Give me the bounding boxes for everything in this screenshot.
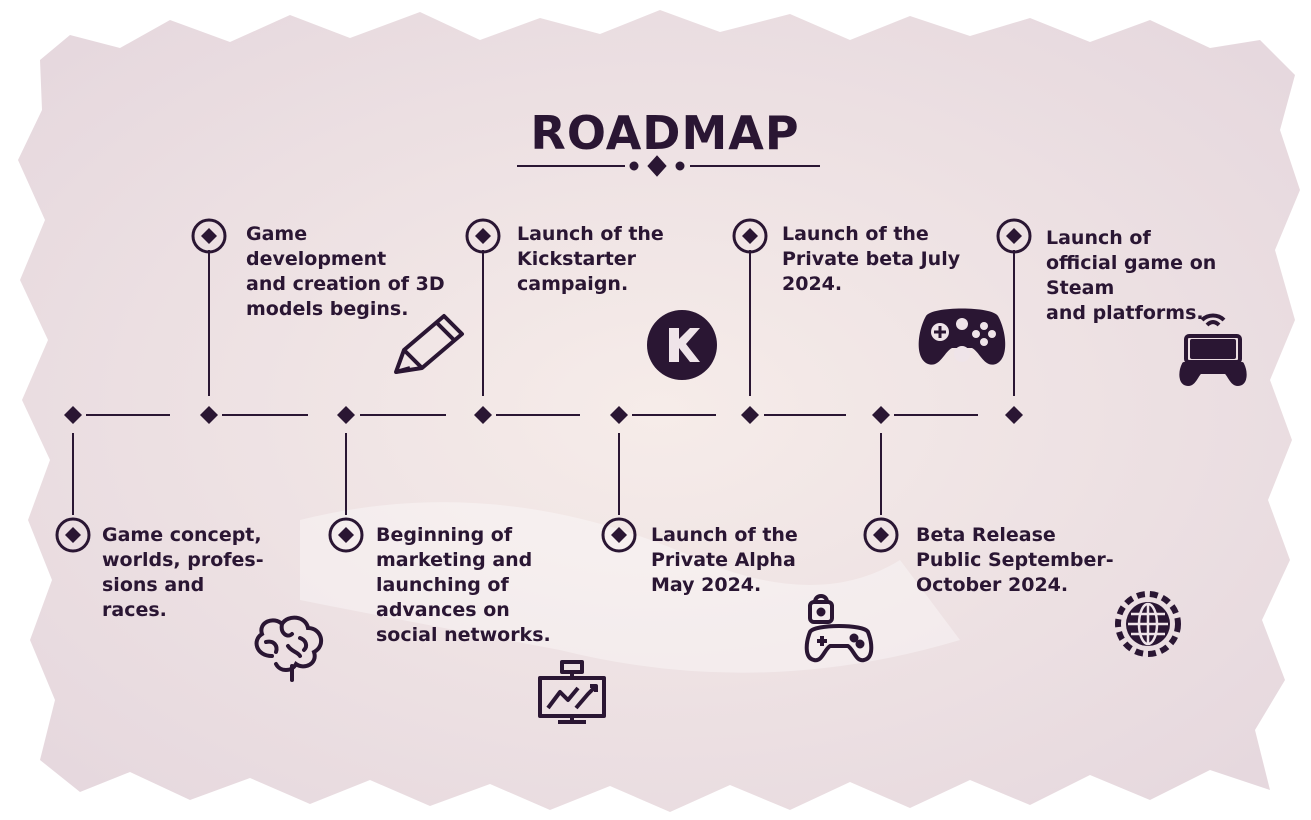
milestone-marker-icon	[465, 218, 501, 254]
timeline-dot	[610, 406, 628, 424]
milestone-marker-icon	[863, 517, 899, 553]
milestone-text-kickstarter: Launch of the Kickstarter campaign.	[517, 223, 664, 295]
brain-icon	[254, 615, 324, 682]
timeline-dot	[872, 406, 890, 424]
milestone-text-marketing: Beginning of marketing and launching of …	[376, 524, 551, 646]
kickstarter-icon	[647, 310, 717, 380]
milestone-text-private-beta: Launch of the Private beta July 2024.	[782, 223, 961, 295]
timeline-dot	[1005, 406, 1023, 424]
milestone-text-alpha: Launch of the Private Alpha May 2024.	[651, 524, 798, 596]
locked-gamepad-icon	[804, 594, 874, 663]
gamepad-icon	[918, 308, 1006, 365]
timeline-dot	[337, 406, 355, 424]
milestone-marker-icon	[601, 517, 637, 553]
timeline-dot	[474, 406, 492, 424]
milestone-marker-icon	[191, 218, 227, 254]
monitor-chart-icon	[538, 660, 606, 724]
milestone-marker-icon	[328, 517, 364, 553]
timeline-dot	[64, 406, 82, 424]
timeline-dot	[200, 406, 218, 424]
timeline-dots	[64, 406, 1023, 424]
pencil-icon	[394, 314, 464, 374]
page-title: ROADMAP	[530, 106, 800, 160]
milestone-text-public-beta: Beta Release Public September- October 2…	[916, 524, 1114, 596]
title-ornament	[517, 155, 820, 177]
milestone-text-development: Game development and creation of 3D mode…	[246, 223, 445, 320]
timeline-dot	[741, 406, 759, 424]
milestone-text-concept: Game concept, worlds, profes- sions and …	[102, 524, 264, 621]
connectors	[72, 250, 1015, 515]
handheld-console-icon	[1179, 313, 1247, 386]
milestone-marker-icon	[996, 218, 1032, 254]
milestone-marker-icon	[55, 517, 91, 553]
globe-gear-icon	[1115, 591, 1181, 657]
milestone-marker-icon	[732, 218, 768, 254]
milestone-text-official: Launch of official game on Steam and pla…	[1046, 227, 1217, 324]
milestone-markers	[55, 218, 1032, 553]
